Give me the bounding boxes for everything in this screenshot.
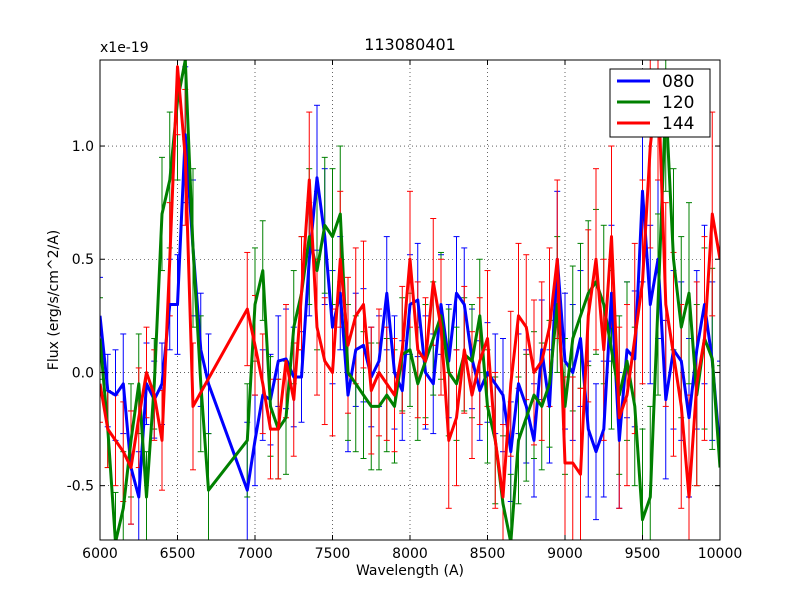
y-scale-label: x1e-19 bbox=[100, 40, 149, 56]
y-tick-label: 0.5 bbox=[72, 252, 94, 268]
x-tick-label: 6000 bbox=[82, 546, 118, 562]
legend-label-120: 120 bbox=[662, 93, 694, 113]
series-line-144 bbox=[100, 65, 720, 499]
x-tick-label: 8000 bbox=[392, 546, 428, 562]
x-tick-label: 7000 bbox=[237, 546, 273, 562]
y-tick-label: 0.0 bbox=[72, 365, 94, 381]
y-axis-label: Flux (erg/s/cm^2/A) bbox=[46, 230, 62, 370]
axis-ticks: 6000 6500 7000 7500 8000 8500 9000 9500 10000 -0.… bbox=[67, 60, 743, 562]
x-axis-label: Wavelength (A) bbox=[356, 563, 464, 579]
y-tick-label: -0.5 bbox=[67, 479, 94, 495]
x-tick-label: 9500 bbox=[625, 546, 661, 562]
chart-title: 113080401 bbox=[364, 35, 456, 54]
legend-label-080: 080 bbox=[662, 72, 694, 92]
x-tick-label: 8500 bbox=[470, 546, 506, 562]
legend-label-144: 144 bbox=[662, 114, 694, 134]
y-tick-label: 1.0 bbox=[72, 139, 94, 155]
x-tick-label: 9000 bbox=[547, 546, 583, 562]
x-tick-label: 7500 bbox=[315, 546, 351, 562]
x-tick-label: 6500 bbox=[160, 546, 196, 562]
x-tick-label: 10000 bbox=[698, 546, 743, 562]
series-lines bbox=[100, 60, 720, 540]
